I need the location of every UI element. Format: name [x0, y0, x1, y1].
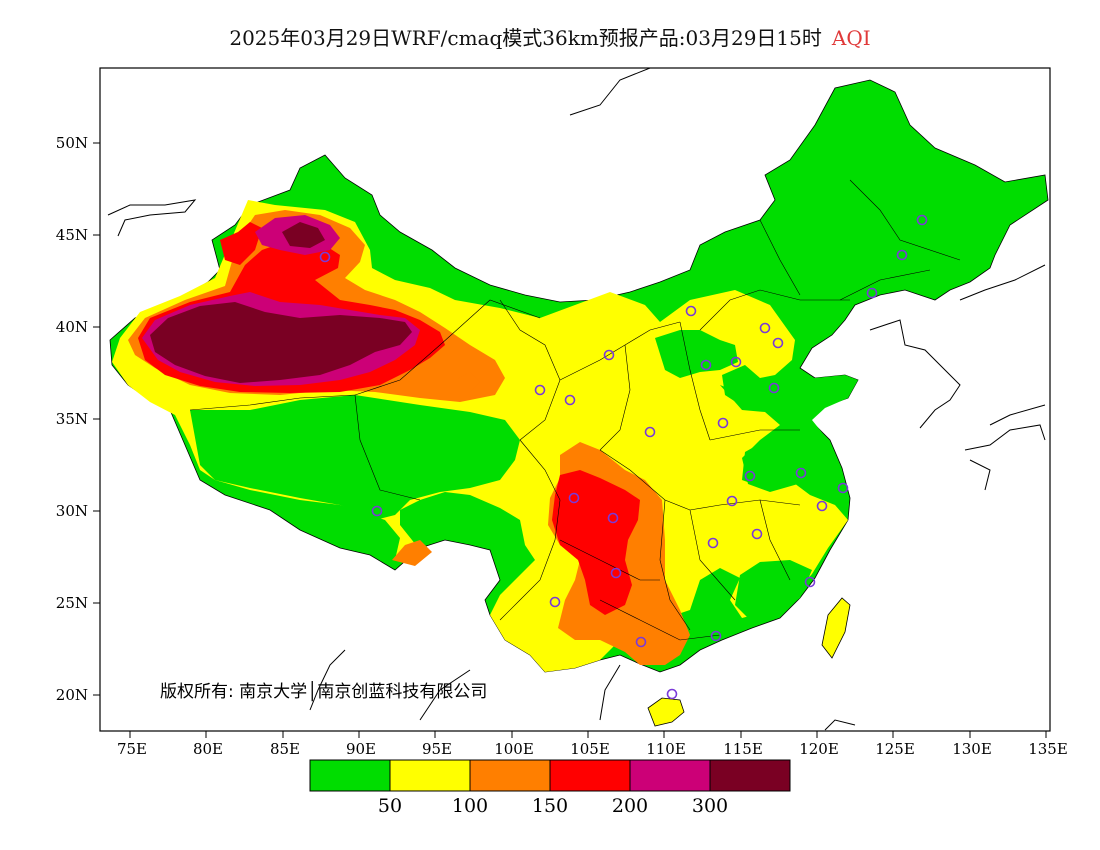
aqi-region-good-south	[735, 560, 812, 622]
x-tick-label: 100E	[494, 740, 534, 758]
province-boundaries	[189, 179, 961, 641]
map-body	[107, 68, 1049, 731]
y-tick-label: 30N	[56, 502, 88, 520]
station-marker	[816, 500, 828, 512]
y-tick-label: 40N	[56, 318, 88, 336]
neighbor-coastlines	[107, 68, 1046, 731]
station-marker	[768, 382, 780, 394]
station-marker	[759, 322, 771, 334]
station-marker	[700, 359, 712, 371]
hainan-island	[647, 697, 685, 727]
aqi-region-usg-tibet	[392, 540, 432, 566]
colorbar	[309, 759, 791, 792]
station-marker	[726, 495, 738, 507]
x-tick-label: 110E	[646, 740, 686, 758]
y-tick-label: 35N	[56, 410, 88, 428]
x-tick-label: 105E	[570, 740, 610, 758]
station-marker	[564, 394, 576, 406]
colorbar-label: 50	[378, 795, 402, 817]
colorbar-swatch	[709, 759, 791, 792]
station-marker	[717, 417, 729, 429]
station-marker	[866, 287, 878, 299]
y-tick-label: 25N	[56, 594, 88, 612]
x-tick-label: 80E	[193, 740, 223, 758]
aqi-region-unhealthy-sichuan	[552, 470, 640, 615]
station-marker	[707, 537, 719, 549]
x-tick-label: 120E	[799, 740, 839, 758]
station-markers	[319, 214, 928, 700]
station-marker	[635, 636, 647, 648]
station-marker	[772, 337, 784, 349]
colorbar-swatch	[629, 759, 711, 792]
x-tick-label: 75E	[117, 740, 147, 758]
station-marker	[795, 467, 807, 479]
station-marker	[534, 384, 546, 396]
aqi-region-hazardous	[150, 302, 412, 383]
x-tick-label: 135E	[1028, 740, 1068, 758]
colorbar-label: 300	[692, 795, 728, 817]
station-marker	[896, 249, 908, 261]
station-marker	[804, 576, 816, 588]
y-tick-label: 50N	[56, 134, 88, 152]
map-title: 2025年03月29日WRF/cmaq模式36km预报产品:03月29日15时 A…	[0, 22, 1100, 51]
colorbar-swatch	[389, 759, 471, 792]
station-marker	[371, 505, 383, 517]
colorbar-label: 100	[452, 795, 488, 817]
y-tick-label: 20N	[56, 686, 88, 704]
aqi-region-good-north	[655, 330, 738, 378]
x-tick-label: 90E	[346, 740, 376, 758]
station-marker	[607, 512, 619, 524]
station-marker	[568, 492, 580, 504]
x-tick-label: 125E	[875, 740, 915, 758]
station-marker	[549, 596, 561, 608]
colorbar-swatch	[549, 759, 631, 792]
station-marker	[319, 251, 331, 263]
aqi-region-good-east	[720, 375, 858, 495]
x-tick-label: 115E	[723, 740, 763, 758]
station-marker	[610, 567, 622, 579]
aqi-region-usg-spot	[455, 372, 480, 392]
colorbar-label: 150	[532, 795, 568, 817]
aqi-region-unhealthy-north	[220, 222, 262, 265]
x-tick-label: 85E	[270, 740, 300, 758]
x-axis-labels: 75E 80E 85E 90E 95E 100E 105E 110E 115E …	[117, 740, 1068, 758]
station-marker	[710, 630, 722, 642]
copyright-text: 版权所有: 南京大学│南京创蓝科技有限公司	[160, 681, 487, 702]
colorbar-label: 200	[612, 795, 648, 817]
map-frame	[99, 67, 1051, 732]
station-marker	[751, 528, 763, 540]
y-tick-label: 45N	[56, 226, 88, 244]
aqi-region-good-tibet	[190, 395, 520, 520]
title-variable: AQI	[831, 26, 871, 50]
station-marker	[603, 349, 615, 361]
station-marker	[644, 426, 656, 438]
axis-ticks	[93, 142, 1047, 738]
y-axis-labels: 50N 45N 40N 35N 30N 25N 20N	[56, 134, 88, 704]
colorbar-swatch	[309, 759, 391, 792]
aqi-region-hazardous-north	[282, 222, 325, 248]
station-marker	[744, 470, 756, 482]
colorbar-swatch	[469, 759, 551, 792]
taiwan-island	[821, 597, 851, 659]
x-tick-label: 95E	[422, 740, 452, 758]
colorbar-labels: 50 100 150 200 300	[378, 795, 728, 817]
station-marker	[685, 305, 697, 317]
station-marker	[837, 482, 849, 494]
title-text: 2025年03月29日WRF/cmaq模式36km预报产品:03月29日15时	[229, 26, 822, 50]
station-marker	[916, 214, 928, 226]
station-marker	[730, 356, 742, 368]
station-marker	[666, 688, 678, 700]
x-tick-label: 130E	[952, 740, 992, 758]
